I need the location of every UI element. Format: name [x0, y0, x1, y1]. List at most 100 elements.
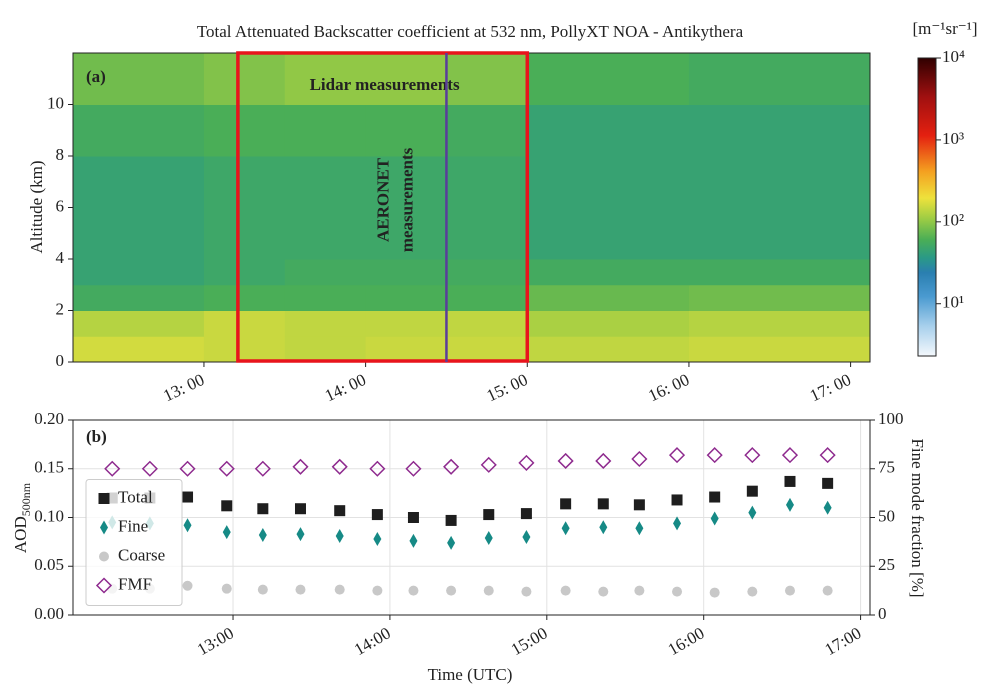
- heatmap-cell: [203, 259, 286, 286]
- marker-square: [407, 512, 419, 523]
- heatmap-cell: [203, 310, 286, 337]
- marker-circle: [784, 585, 795, 596]
- heatmap-cell: [527, 104, 690, 157]
- marker-open-diamond: [254, 460, 271, 477]
- panel-label: (b): [86, 427, 107, 446]
- marker-open-diamond: [480, 456, 497, 473]
- legend-marker: [95, 577, 113, 594]
- marker-diamond: [823, 500, 832, 515]
- marker-circle: [521, 586, 532, 597]
- heatmap-cell: [73, 310, 205, 337]
- heatmap-cell: [446, 156, 528, 208]
- marker-circle: [295, 584, 306, 595]
- legend-label: Fine: [118, 516, 148, 535]
- heatmap-cell: [688, 207, 871, 260]
- heatmap-cell: [527, 207, 690, 260]
- heatmap-cell: [365, 310, 447, 337]
- marker-circle: [182, 580, 193, 591]
- heatmap-cell: [446, 207, 528, 260]
- marker-circle: [634, 585, 645, 596]
- y-axis-label: AOD500nm: [11, 482, 33, 553]
- chart-title: Total Attenuated Backscatter coefficient…: [197, 22, 744, 41]
- marker-square: [520, 508, 532, 520]
- y2-tick-label: 25: [878, 555, 895, 574]
- marker-open-diamond: [369, 460, 386, 477]
- marker-open-diamond: [668, 447, 686, 464]
- marker-open-diamond: [218, 460, 235, 477]
- heatmap-cell: [73, 259, 205, 286]
- heatmap-cell: [284, 207, 367, 260]
- legend-label: Coarse: [118, 545, 165, 564]
- heatmap-cell: [688, 310, 871, 337]
- heatmap-cell: [203, 156, 286, 208]
- marker-open-diamond: [595, 452, 612, 470]
- marker-diamond: [373, 531, 382, 546]
- heatmap-cell: [365, 336, 447, 363]
- heatmap-cell: [688, 259, 871, 286]
- y2-tick-label: 100: [878, 409, 904, 428]
- heatmap-cell: [688, 104, 871, 157]
- marker-square: [182, 491, 194, 503]
- marker-diamond: [635, 521, 644, 536]
- heatmap-cell: [284, 156, 367, 208]
- heatmap-cell: [284, 336, 367, 363]
- y-tick-label: 0.15: [34, 458, 64, 477]
- y-tick-label: 0.20: [34, 409, 64, 428]
- lidar-window: [236, 51, 530, 363]
- heatmap-cell: [73, 53, 205, 105]
- x-tick-label: 17: 00: [807, 370, 854, 405]
- marker-open-diamond: [518, 454, 535, 471]
- marker-square: [746, 485, 758, 497]
- colorbar-tick-label: 10¹: [942, 293, 964, 312]
- marker-square: [334, 505, 346, 517]
- heatmap-cell: [203, 53, 286, 105]
- marker-square: [560, 498, 572, 510]
- marker-square: [445, 514, 457, 526]
- y-tick-label: 6: [56, 196, 65, 215]
- heatmap-cell: [527, 156, 690, 208]
- y2-tick-label: 75: [878, 458, 895, 477]
- heatmap-cell: [73, 104, 205, 157]
- marker-circle: [709, 587, 720, 598]
- marker-diamond: [335, 529, 344, 544]
- heatmap-cell: [284, 284, 367, 311]
- heatmap-cell: [73, 336, 205, 363]
- x-tick-label: 16: 00: [645, 370, 692, 405]
- marker-diamond: [785, 497, 794, 512]
- heatmap-cell: [203, 336, 286, 363]
- marker-open-diamond: [819, 447, 836, 464]
- marker-square: [371, 509, 383, 521]
- marker-diamond: [258, 528, 267, 543]
- marker-circle: [334, 584, 345, 595]
- x-tick-label: 14: 00: [322, 370, 369, 405]
- marker-diamond: [409, 533, 418, 548]
- colorbar-tick-label: 10³: [942, 129, 964, 148]
- legend-label: FMF: [118, 574, 152, 593]
- aeronet-label: AERONET: [373, 157, 392, 242]
- y-axis-label-main: AOD: [11, 516, 30, 553]
- x-tick-label: 17:00: [821, 623, 864, 659]
- heatmap-cell: [365, 104, 447, 157]
- x-tick-label: 13:00: [194, 623, 237, 659]
- y-tick-label: 4: [56, 248, 65, 267]
- y-tick-label: 0.10: [34, 506, 64, 525]
- marker-diamond: [222, 525, 231, 540]
- colorbar-label: [m⁻¹sr⁻¹]: [913, 19, 978, 38]
- heatmap-cell: [688, 336, 871, 363]
- heatmap-cell: [73, 156, 205, 208]
- x-tick-label: 16:00: [665, 623, 708, 659]
- marker-diamond: [673, 516, 682, 531]
- y2-tick-label: 50: [878, 506, 895, 525]
- x-tick-label: 14:00: [351, 623, 394, 659]
- marker-diamond: [183, 518, 192, 533]
- marker-circle: [372, 585, 383, 596]
- marker-square: [483, 509, 495, 521]
- heatmap-cell: [284, 310, 367, 337]
- heatmap-cell: [527, 336, 690, 363]
- heatmap-cell: [446, 104, 528, 157]
- panel-label: (a): [86, 67, 106, 86]
- heatmap-cell: [446, 310, 528, 337]
- marker-square: [709, 491, 721, 503]
- y2-tick-label: 0: [878, 604, 887, 623]
